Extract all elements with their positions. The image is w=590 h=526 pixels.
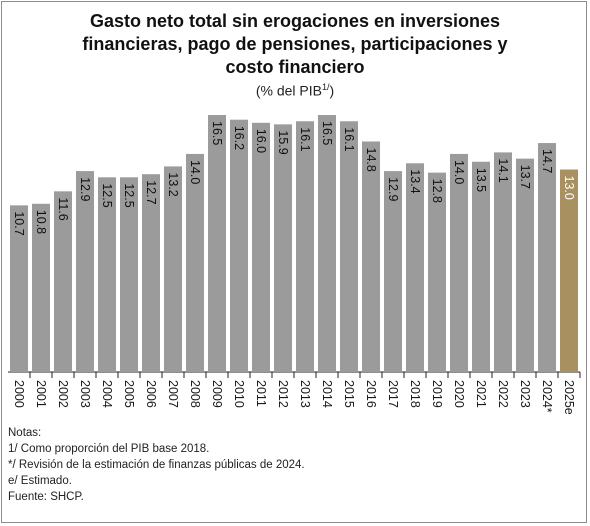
bar-2013 [296, 121, 314, 372]
data-label: 12.5 [100, 183, 114, 207]
chart-title-line-1: Gasto neto total sin erogaciones en inve… [89, 11, 501, 31]
bar-2005 [120, 177, 138, 372]
subtitle-close: ) [329, 82, 335, 99]
x-tick-label: 2020 [452, 380, 466, 408]
bar-2014 [318, 115, 336, 372]
bar-2010 [230, 119, 248, 372]
data-label: 10.7 [12, 211, 26, 235]
bar-2021 [472, 161, 490, 372]
x-tick-label: 2022 [496, 380, 510, 408]
bar-2017 [384, 171, 402, 372]
x-tick-label: 2015 [342, 380, 356, 408]
subtitle-footnote-mark: 1/ [321, 82, 330, 92]
data-label: 14.0 [188, 160, 202, 184]
data-label: 14.1 [496, 158, 510, 182]
data-label: 16.5 [210, 121, 224, 145]
data-label: 14.7 [540, 149, 554, 173]
bar-2018 [406, 163, 424, 372]
bar-2016 [362, 141, 380, 372]
note-1: 1/ Como proporción del PIB base 2018. [8, 443, 210, 455]
x-tick-label: 2008 [188, 380, 202, 408]
data-label: 13.7 [518, 165, 532, 189]
chart-title-line-3: costo financiero [225, 57, 365, 77]
bar-2012 [274, 124, 292, 373]
x-tick-label: 2007 [166, 380, 180, 408]
bar-2001 [32, 203, 50, 372]
note-3: e/ Estimado. [8, 475, 72, 487]
data-label: 13.2 [166, 172, 180, 196]
data-label: 13.0 [562, 176, 576, 200]
bar-2022 [494, 152, 512, 372]
data-label: 10.8 [34, 210, 48, 234]
source-note: Fuente: SHCP. [8, 491, 84, 503]
bar-2000 [10, 205, 28, 372]
x-tick-label: 2006 [144, 380, 158, 408]
bar-2007 [164, 166, 182, 372]
x-tick-label: 2005 [122, 380, 136, 408]
notes-heading: Notas: [8, 427, 42, 439]
x-tick-label: 2012 [276, 380, 290, 408]
x-tick-label: 2025e [562, 380, 576, 415]
bar-2008 [186, 153, 204, 372]
subtitle-text: (% del PIB [255, 82, 322, 99]
bar-2015 [340, 121, 358, 372]
data-label: 13.4 [408, 169, 422, 193]
data-label: 16.1 [342, 127, 356, 151]
x-tick-label: 2001 [34, 380, 48, 408]
chart-title-line-2: financieras, pago de pensiones, particip… [82, 34, 508, 54]
data-label: 13.5 [474, 168, 488, 192]
x-tick-label: 2011 [254, 380, 268, 407]
bar-2006 [142, 174, 160, 372]
data-label: 12.8 [430, 179, 444, 203]
x-tick-label: 2004 [100, 380, 114, 408]
chart-title: Gasto neto total sin erogaciones en inve… [0, 10, 590, 79]
bar-2009 [208, 115, 226, 372]
x-tick-label: 2019 [430, 380, 444, 408]
data-label: 16.5 [320, 121, 334, 145]
x-tick-label: 2024* [540, 380, 554, 413]
x-tick-label: 2018 [408, 380, 422, 408]
data-label: 12.7 [144, 180, 158, 204]
x-tick-label: 2014 [320, 380, 334, 408]
data-label: 12.5 [122, 183, 136, 207]
data-label: 14.0 [452, 160, 466, 184]
bar-2023 [516, 158, 534, 372]
x-tick-label: 2013 [298, 380, 312, 408]
data-label: 16.0 [254, 129, 268, 153]
x-tick-label: 2021 [474, 380, 488, 408]
bar-2011 [252, 122, 270, 372]
x-tick-label: 2000 [12, 380, 26, 408]
x-tick-label: 2002 [56, 380, 70, 408]
data-label: 16.2 [232, 126, 246, 150]
data-label: 16.1 [298, 127, 312, 151]
data-label: 12.9 [78, 177, 92, 201]
note-2: */ Revisión de la estimación de finanzas… [8, 459, 305, 471]
x-tick-label: 2010 [232, 380, 246, 408]
data-label: 11.6 [56, 197, 70, 220]
bar-2024* [538, 143, 556, 372]
data-label: 14.8 [364, 147, 378, 171]
x-tick-label: 2017 [386, 380, 400, 408]
bar-2019 [428, 172, 446, 372]
x-tick-label: 2016 [364, 380, 378, 408]
data-label: 15.9 [276, 130, 290, 154]
notes-block: Notas: 1/ Como proporción del PIB base 2… [8, 425, 305, 505]
bar-2004 [98, 177, 116, 372]
x-tick-label: 2003 [78, 380, 92, 408]
x-tick-label: 2023 [518, 380, 532, 408]
bar-2003 [76, 171, 94, 372]
x-tick-label: 2009 [210, 380, 224, 408]
data-label: 12.9 [386, 177, 400, 201]
bar-2025e [560, 169, 578, 372]
chart-subtitle: (% del PIB1/) [0, 82, 590, 99]
bar-2020 [450, 153, 468, 372]
bar-2002 [54, 191, 72, 372]
